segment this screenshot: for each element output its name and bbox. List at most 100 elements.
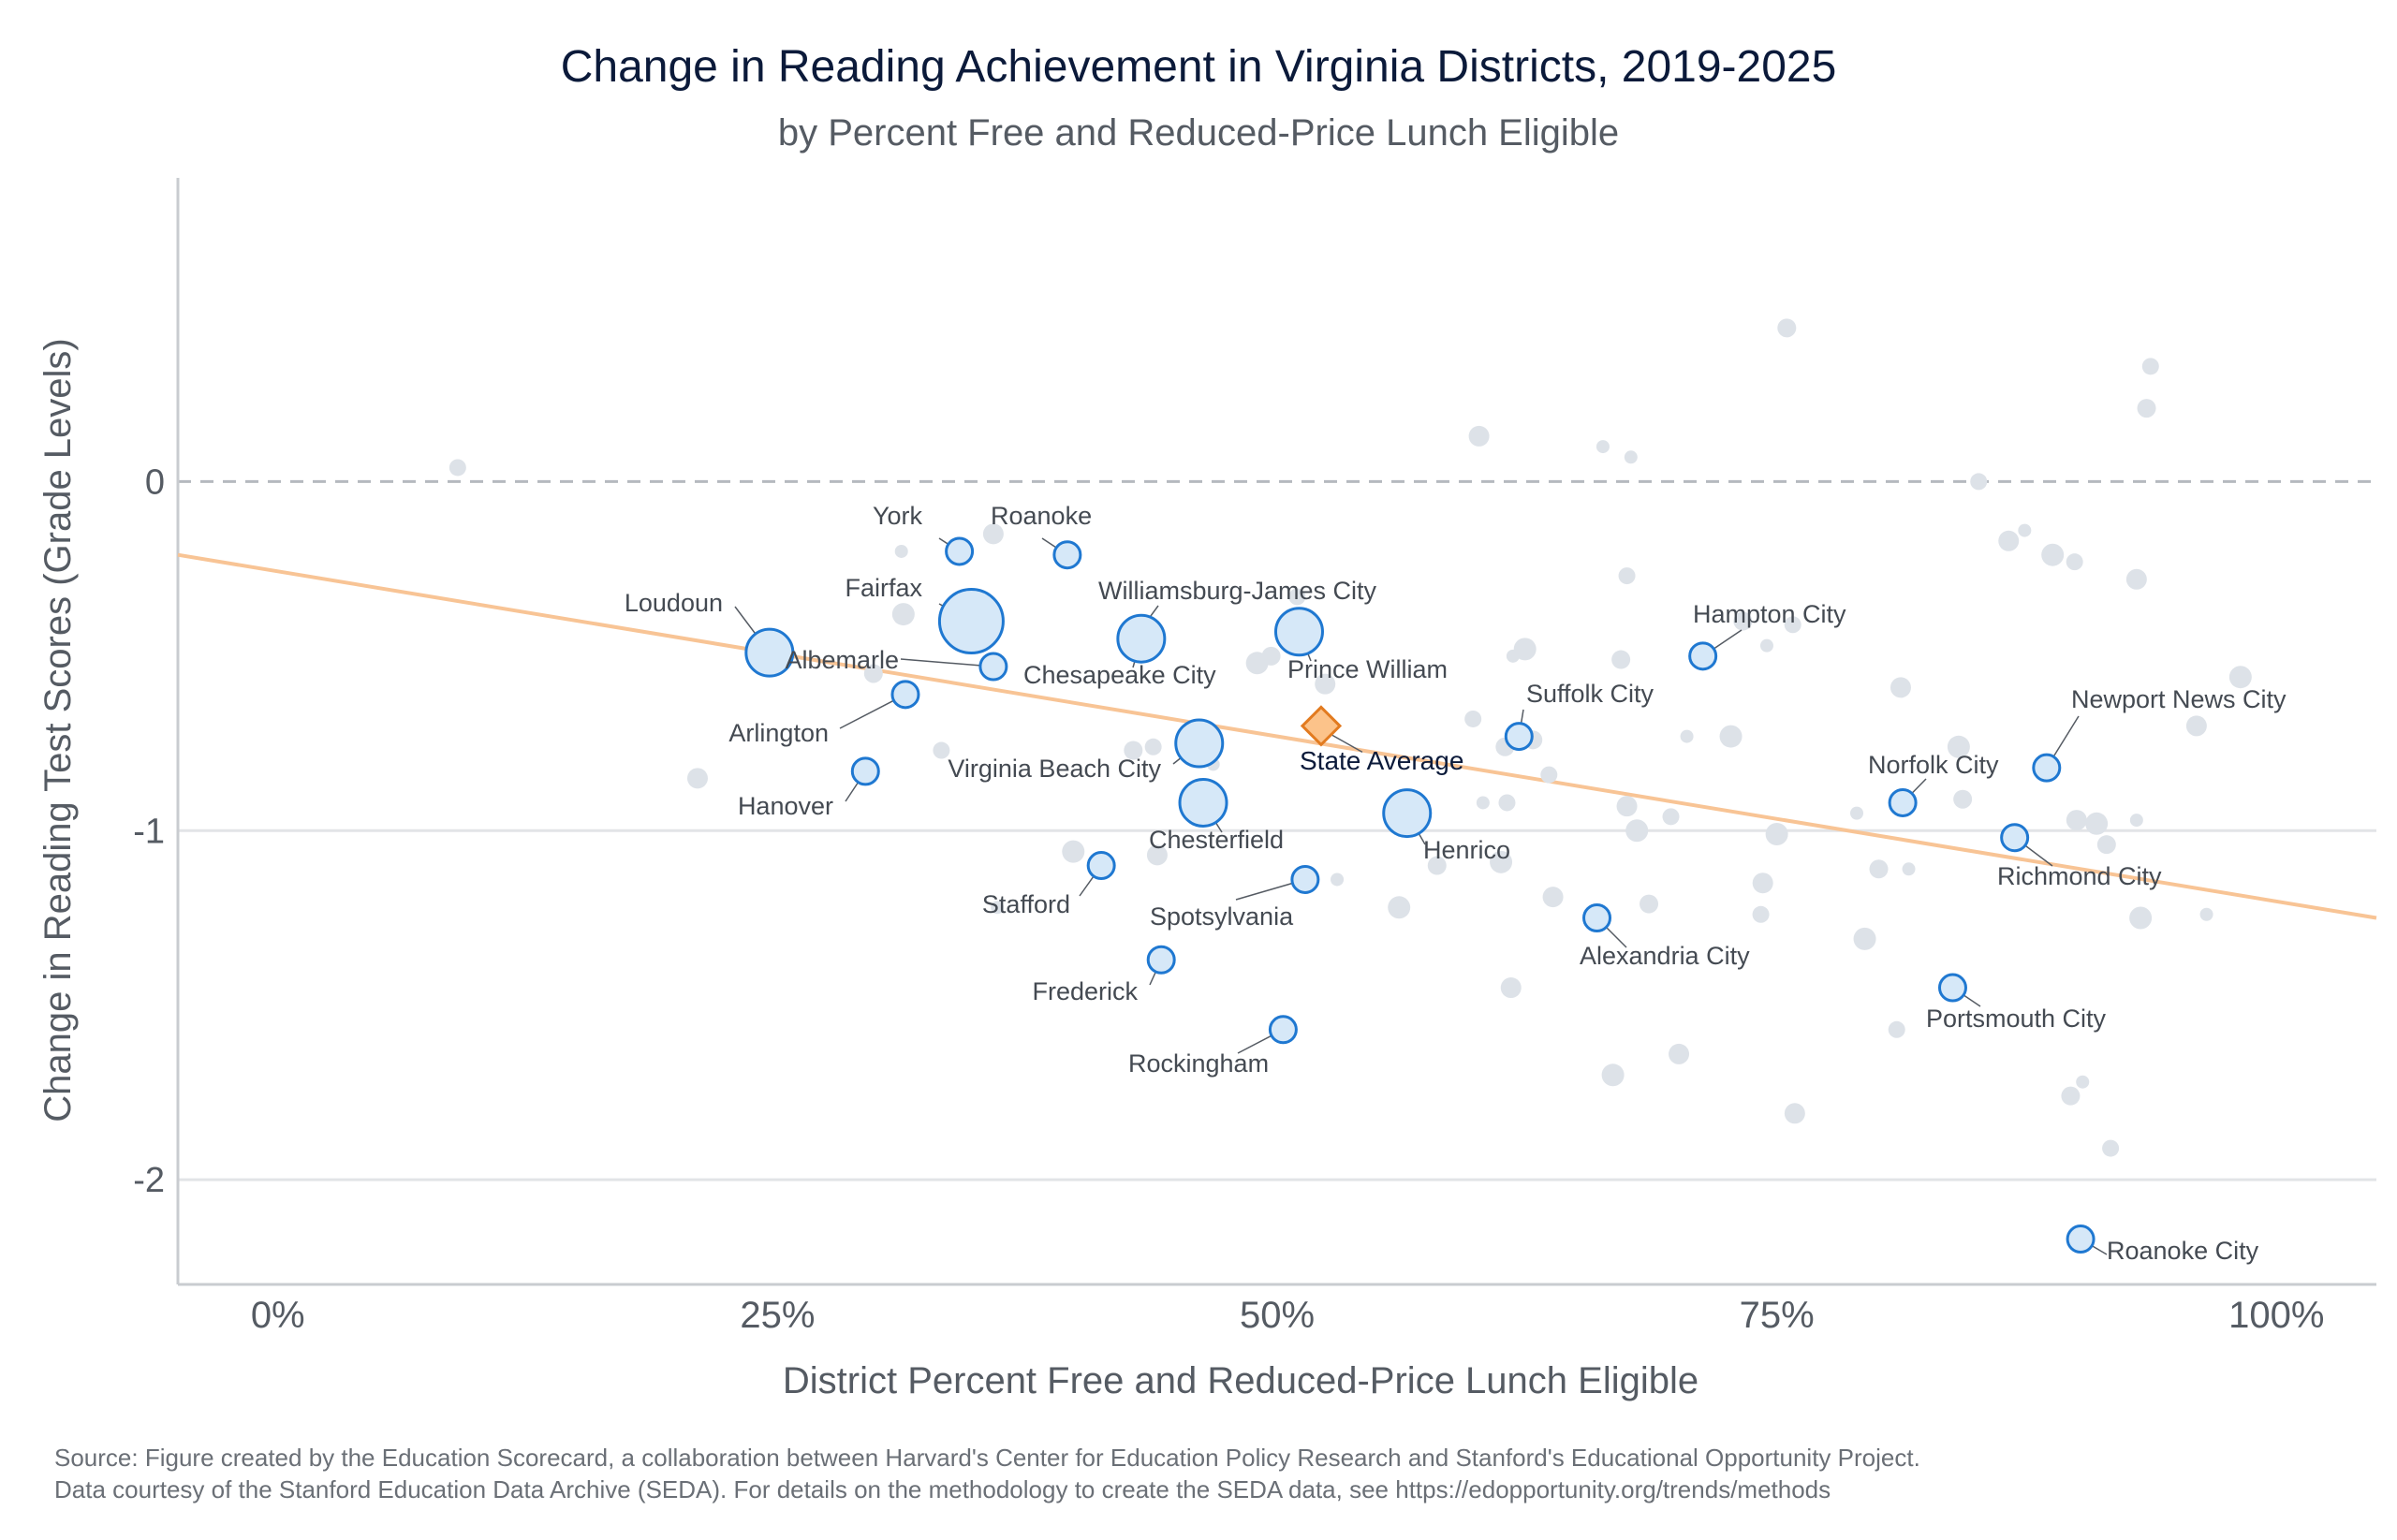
district-point: [1618, 567, 1636, 585]
district-point: [1640, 894, 1659, 914]
district-point: [1498, 794, 1516, 812]
district-point: [1669, 1043, 1690, 1064]
district-point: [894, 544, 908, 558]
district-label: York: [873, 502, 923, 530]
district-label: Chesterfield: [1149, 826, 1284, 854]
district-point: [1752, 905, 1770, 923]
x-tick-label: 0%: [251, 1295, 305, 1336]
district-point: [1468, 425, 1490, 447]
district-label: Newport News City: [2071, 685, 2287, 713]
district-label: Hanover: [738, 792, 833, 820]
district-point: [1261, 646, 1281, 666]
x-tick-label: 25%: [740, 1295, 815, 1336]
district-point: [1062, 840, 1085, 863]
district-label: Prince William: [1287, 655, 1448, 683]
source-line-1: Source: Figure created by the Education …: [54, 1444, 1920, 1472]
district-label: Fairfax: [845, 574, 922, 602]
district-point: [1752, 873, 1773, 894]
highlighted-district-point: [1052, 540, 1082, 570]
highlighted-district-point: [1116, 613, 1167, 664]
highlighted-district-point: [1688, 641, 1718, 671]
district-point: [1500, 977, 1522, 999]
highlighted-district-point: [2000, 823, 2030, 853]
trend-line: [177, 552, 2377, 920]
highlighted-district-point: [937, 588, 1005, 655]
district-point: [1719, 725, 1743, 748]
highlighted-district-point: [2066, 1225, 2096, 1254]
background-points-layer: [449, 318, 2252, 1157]
x-tick-label: 100%: [2228, 1295, 2324, 1336]
highlighted-district-point: [1504, 722, 1534, 752]
district-point: [2129, 906, 2153, 930]
district-point: [1733, 611, 1753, 631]
district-point: [2199, 907, 2213, 921]
district-point: [2066, 553, 2083, 571]
district-point: [1596, 440, 1610, 454]
district-point: [933, 741, 950, 759]
highlighted-district-point: [1582, 902, 1612, 932]
y-axis-title: Change in Reading Test Scores (Grade Lev…: [37, 338, 79, 1122]
district-point: [1464, 710, 1482, 727]
district-point: [1890, 677, 1911, 698]
district-label: Williamsburg-James City: [1098, 577, 1377, 605]
x-tick-label: 50%: [1240, 1295, 1315, 1336]
district-point: [1146, 844, 1168, 866]
district-point: [2041, 543, 2065, 566]
district-point: [1601, 1063, 1625, 1087]
state-average-label: State Average: [1300, 746, 1463, 775]
highlighted-district-point: [1290, 864, 1320, 894]
state-average-leader-line: [1331, 734, 1363, 754]
district-point: [1476, 796, 1490, 810]
highlighted-points-layer: [744, 536, 2096, 1254]
district-label: Loudoun: [625, 589, 723, 617]
highlighted-district-point: [1888, 787, 1918, 817]
highlighted-district-point: [1174, 718, 1225, 769]
district-label: Portsmouth City: [1926, 1005, 2107, 1033]
district-point: [1869, 859, 1889, 879]
district-point: [1662, 808, 1680, 826]
district-label: Stafford: [982, 890, 1070, 918]
highlighted-district-point: [978, 652, 1008, 682]
highlighted-district-point: [850, 756, 880, 786]
district-label: Frederick: [1032, 977, 1138, 1005]
district-label: Virginia Beach City: [948, 755, 1161, 783]
district-point: [1853, 927, 1876, 950]
highlighted-district-point: [1086, 851, 1116, 881]
district-point: [863, 664, 883, 683]
district-point: [1427, 856, 1447, 875]
district-point: [2228, 666, 2252, 689]
highlighted-district-point: [1273, 607, 1324, 657]
district-point: [2018, 523, 2032, 537]
district-point: [1616, 796, 1638, 817]
district-point: [1611, 650, 1631, 669]
district-point: [2185, 715, 2207, 737]
district-label: Hampton City: [1693, 600, 1846, 628]
highlighted-district-point: [1178, 777, 1228, 828]
district-point: [1680, 729, 1694, 743]
district-point: [1624, 450, 1638, 464]
district-point: [1124, 741, 1143, 760]
district-point: [1902, 862, 1916, 876]
district-point: [2066, 810, 2087, 831]
district-label: Henrico: [1423, 836, 1510, 864]
highlighted-district-point: [1937, 973, 1967, 1003]
district-point: [2102, 1139, 2120, 1157]
district-label: Rockingham: [1128, 1049, 1269, 1078]
district-point: [1542, 887, 1564, 908]
highlighted-district-point: [2032, 753, 2062, 783]
axis-layer: 0 -1 -2 0% 25% 50% 75% 100%: [133, 178, 2376, 1336]
highlighted-district-point: [1268, 1015, 1298, 1045]
district-label: Richmond City: [1997, 862, 2162, 890]
district-point: [1998, 530, 2020, 551]
district-point: [1513, 638, 1537, 661]
leader-lines-layer: [734, 537, 2108, 1255]
district-point: [1953, 789, 1973, 809]
district-label: Spotsylvania: [1150, 902, 1294, 931]
chart-subtitle: by Percent Free and Reduced-Price Lunch …: [777, 112, 1620, 154]
district-point: [686, 768, 708, 789]
highlighted-district-point: [744, 627, 795, 678]
label-leader-line: [900, 658, 993, 667]
x-axis-title: District Percent Free and Reduced-Price …: [783, 1360, 1698, 1401]
district-point: [1315, 673, 1336, 695]
